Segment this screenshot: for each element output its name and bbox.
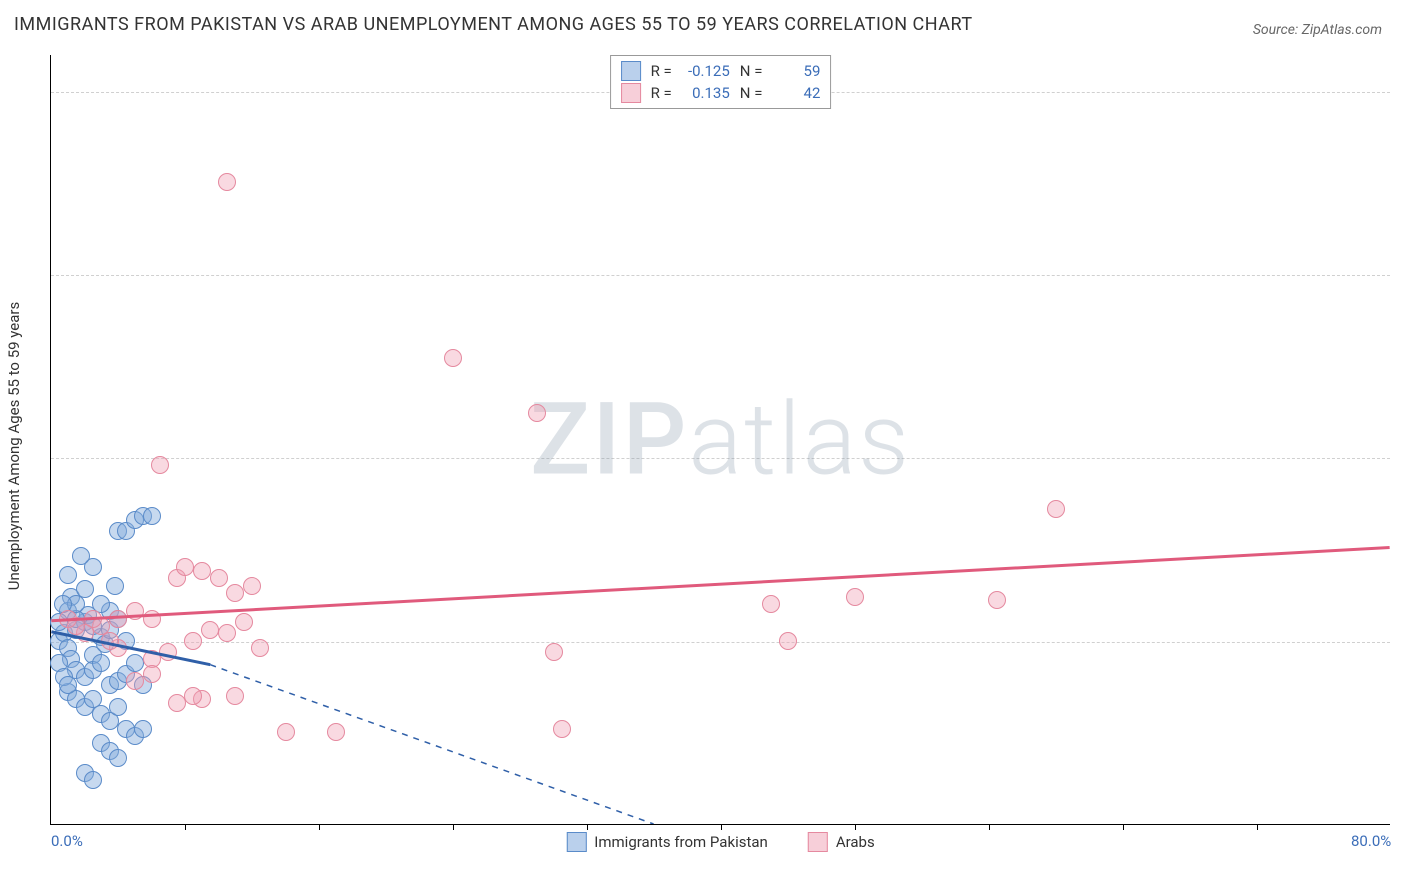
data-point-arabs [528, 404, 546, 422]
x-tick-label: 80.0% [1351, 832, 1391, 850]
data-point-arabs [126, 602, 144, 620]
series-legend: Immigrants from Pakistan Arabs [566, 832, 874, 852]
data-point-arabs [251, 639, 269, 657]
scatter-chart: ZIPatlas R = -0.125 N = 59 R = 0.135 N =… [50, 55, 1390, 825]
data-point-arabs [201, 621, 219, 639]
data-point-arabs [176, 558, 194, 576]
data-point-arabs [243, 577, 261, 595]
x-minor-tick [319, 824, 320, 830]
legend-label-pakistan: Immigrants from Pakistan [594, 833, 768, 851]
source-attribution: Source: ZipAtlas.com [1253, 22, 1382, 38]
data-point-arabs [193, 562, 211, 580]
data-point-pakistan [134, 720, 152, 738]
legend-row-pakistan: R = -0.125 N = 59 [621, 60, 821, 82]
x-minor-tick [721, 824, 722, 830]
data-point-arabs [59, 610, 77, 628]
chart-title: IMMIGRANTS FROM PAKISTAN VS ARAB UNEMPLO… [14, 14, 973, 35]
data-point-arabs [109, 610, 127, 628]
data-point-arabs [218, 173, 236, 191]
swatch-arabs [621, 83, 641, 103]
data-point-pakistan [59, 676, 77, 694]
data-point-arabs [184, 632, 202, 650]
data-point-arabs [779, 632, 797, 650]
data-point-arabs [151, 456, 169, 474]
n-label: N = [740, 84, 763, 102]
x-minor-tick [587, 824, 588, 830]
data-point-pakistan [126, 654, 144, 672]
data-point-arabs [762, 595, 780, 613]
data-point-pakistan [72, 547, 90, 565]
data-point-arabs [210, 569, 228, 587]
x-minor-tick [453, 824, 454, 830]
data-point-arabs [184, 687, 202, 705]
y-tick-label: 10.0% [1396, 449, 1406, 467]
data-point-pakistan [92, 654, 110, 672]
data-point-arabs [218, 624, 236, 642]
r-value-arabs: 0.135 [682, 84, 730, 102]
data-point-arabs [235, 613, 253, 631]
x-minor-tick [989, 824, 990, 830]
n-value-pakistan: 59 [772, 62, 820, 80]
r-value-pakistan: -0.125 [682, 62, 730, 80]
n-value-arabs: 42 [772, 84, 820, 102]
n-label: N = [740, 62, 763, 80]
watermark-zip: ZIP [530, 381, 688, 498]
watermark-atlas: atlas [688, 381, 911, 498]
r-label: R = [651, 84, 672, 102]
data-point-arabs [1047, 500, 1065, 518]
watermark-text: ZIPatlas [530, 381, 911, 498]
data-point-arabs [545, 643, 563, 661]
data-point-arabs [277, 723, 295, 741]
y-tick-label: 20.0% [1396, 83, 1406, 101]
data-point-pakistan [143, 507, 161, 525]
data-point-arabs [988, 591, 1006, 609]
data-point-arabs [126, 672, 144, 690]
y-axis-label: Unemployment Among Ages 55 to 59 years [5, 302, 23, 590]
data-point-pakistan [84, 771, 102, 789]
swatch-arabs-icon [808, 832, 828, 852]
data-point-pakistan [106, 577, 124, 595]
legend-label-arabs: Arabs [836, 833, 875, 851]
r-label: R = [651, 62, 672, 80]
data-point-arabs [444, 349, 462, 367]
swatch-pakistan-icon [566, 832, 586, 852]
legend-row-arabs: R = 0.135 N = 42 [621, 82, 821, 104]
data-point-arabs [846, 588, 864, 606]
swatch-pakistan [621, 61, 641, 81]
correlation-legend: R = -0.125 N = 59 R = 0.135 N = 42 [610, 55, 832, 109]
y-tick-label: 15.0% [1396, 266, 1406, 284]
data-point-pakistan [109, 749, 127, 767]
data-point-arabs [143, 665, 161, 683]
data-point-arabs [168, 694, 186, 712]
data-point-pakistan [76, 580, 94, 598]
y-tick-label: 5.0% [1396, 633, 1406, 651]
trend-extension-pakistan [210, 665, 653, 824]
x-minor-tick [1257, 824, 1258, 830]
gridline [51, 275, 1390, 276]
data-point-arabs [226, 584, 244, 602]
x-minor-tick [185, 824, 186, 830]
x-minor-tick [855, 824, 856, 830]
legend-item-pakistan: Immigrants from Pakistan [566, 832, 768, 852]
x-tick-label: 0.0% [51, 832, 83, 850]
data-point-arabs [327, 723, 345, 741]
data-point-arabs [143, 610, 161, 628]
data-point-pakistan [59, 566, 77, 584]
data-point-arabs [553, 720, 571, 738]
data-point-arabs [159, 643, 177, 661]
x-minor-tick [1123, 824, 1124, 830]
data-point-pakistan [109, 698, 127, 716]
data-point-arabs [226, 687, 244, 705]
legend-item-arabs: Arabs [808, 832, 875, 852]
